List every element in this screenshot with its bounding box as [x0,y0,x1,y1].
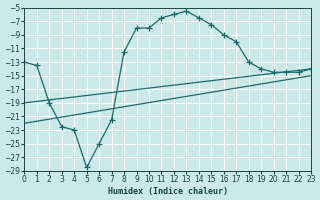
X-axis label: Humidex (Indice chaleur): Humidex (Indice chaleur) [108,187,228,196]
